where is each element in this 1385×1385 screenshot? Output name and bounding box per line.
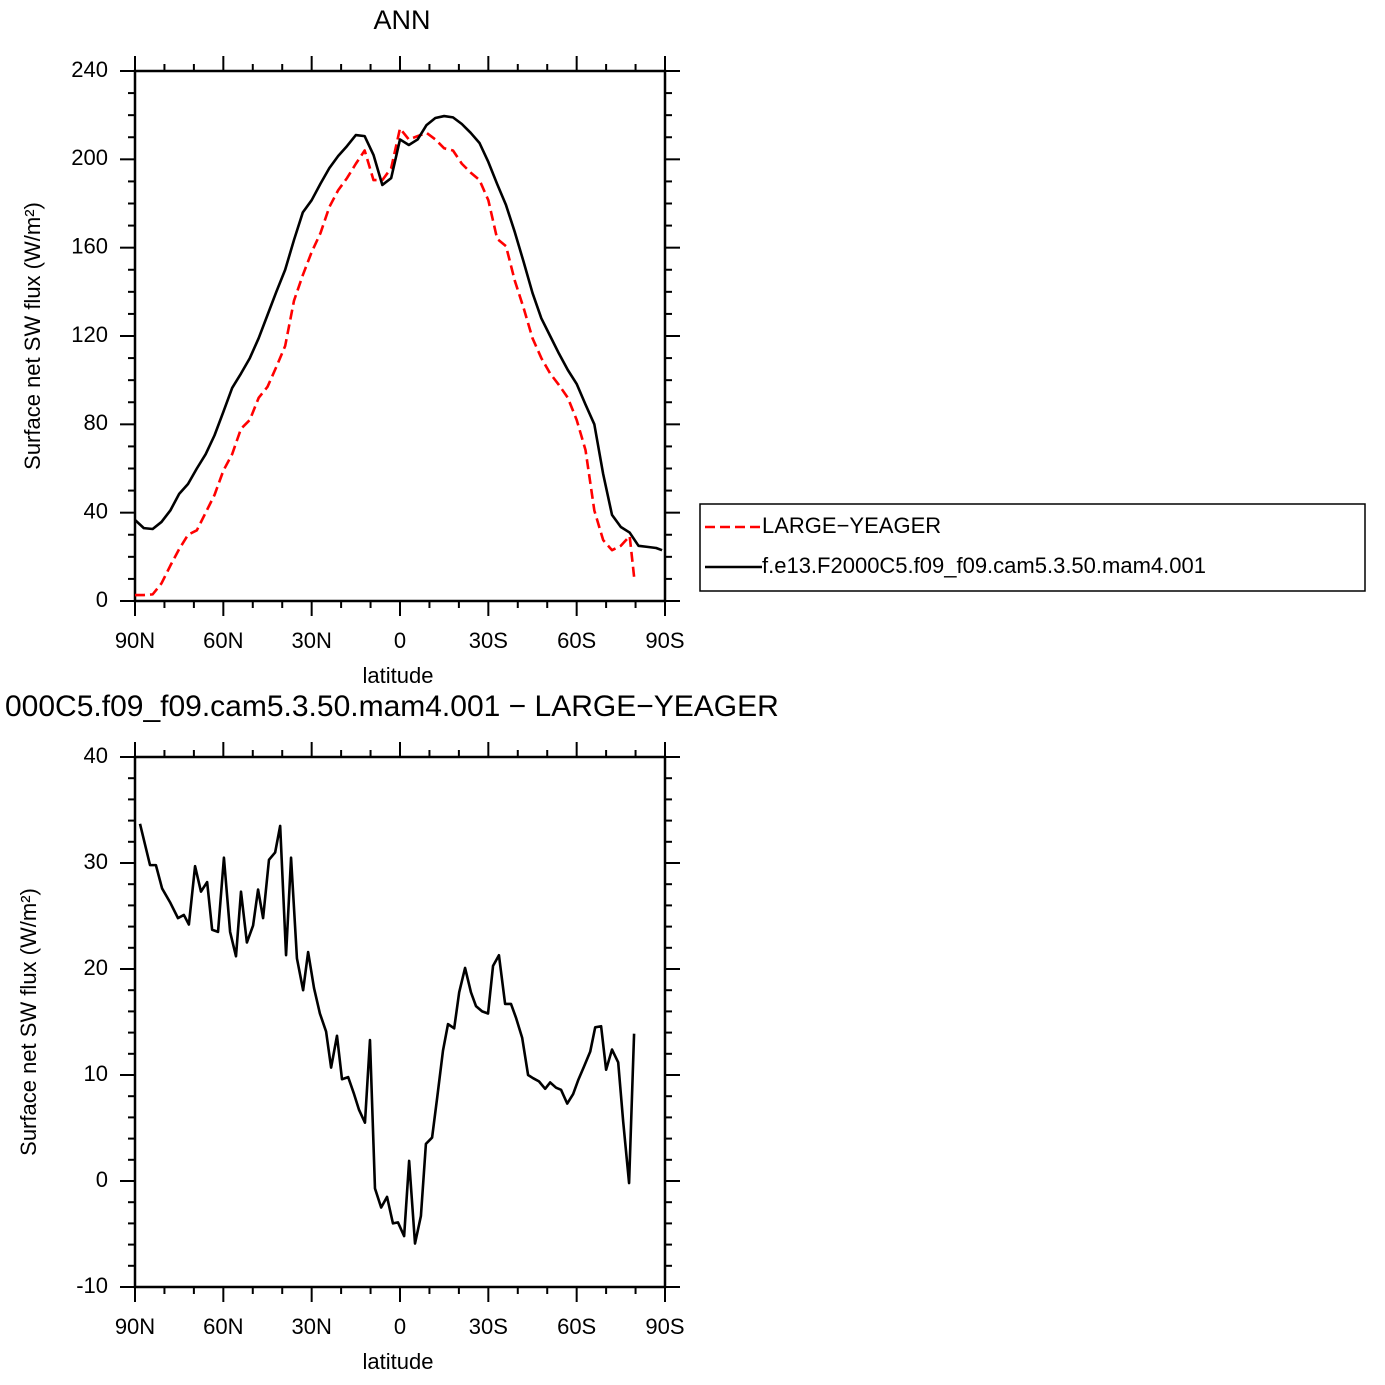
y-tick-label: 240 bbox=[71, 57, 108, 82]
y-tick-label: 20 bbox=[84, 955, 108, 980]
x-tick-label: 60S bbox=[557, 628, 596, 653]
plot-frame bbox=[133, 755, 667, 1289]
x-tick-label: 60S bbox=[557, 1314, 596, 1339]
y-tick-label: 80 bbox=[84, 410, 108, 435]
y-tick-label: 10 bbox=[84, 1061, 108, 1086]
legend-label: f.e13.F2000C5.f09_f09.cam5.3.50.mam4.001 bbox=[762, 553, 1206, 578]
data-line bbox=[138, 823, 636, 1245]
y-tick-label: 0 bbox=[96, 1167, 108, 1192]
y-tick-label: 40 bbox=[84, 498, 108, 523]
x-tick-label: 30S bbox=[469, 628, 508, 653]
x-tick-label: 0 bbox=[394, 1314, 406, 1339]
x-tick-label: 0 bbox=[394, 628, 406, 653]
x-tick-label: 60N bbox=[203, 1314, 243, 1339]
y-tick-label: 0 bbox=[96, 587, 108, 612]
x-tick-label: 30S bbox=[469, 1314, 508, 1339]
y-tick-label: 30 bbox=[84, 849, 108, 874]
chart-title: 000C5.f09_f09.cam5.3.50.mam4.001 − LARGE… bbox=[5, 690, 779, 723]
x-tick-label: 90N bbox=[115, 628, 155, 653]
data-line bbox=[135, 127, 636, 597]
y-axis-label: Surface net SW flux (W/m²) bbox=[16, 888, 41, 1156]
legend-box bbox=[699, 503, 1366, 592]
y-tick-label: 200 bbox=[71, 145, 108, 170]
x-axis-label: latitude bbox=[363, 1349, 434, 1374]
plot-frame bbox=[133, 69, 667, 603]
y-tick-label: 120 bbox=[71, 322, 108, 347]
chart-title: ANN bbox=[373, 5, 430, 35]
legend-label: LARGE−YEAGER bbox=[762, 513, 941, 538]
x-axis-label: latitude bbox=[363, 663, 434, 688]
x-tick-label: 90S bbox=[645, 1314, 684, 1339]
y-tick-label: 160 bbox=[71, 233, 108, 258]
y-axis-label: Surface net SW flux (W/m²) bbox=[20, 202, 45, 470]
x-tick-label: 30N bbox=[291, 1314, 331, 1339]
y-tick-label: -10 bbox=[76, 1273, 108, 1298]
x-tick-label: 60N bbox=[203, 628, 243, 653]
x-tick-label: 90S bbox=[645, 628, 684, 653]
x-tick-label: 30N bbox=[291, 628, 331, 653]
y-tick-label: 40 bbox=[84, 743, 108, 768]
data-line bbox=[134, 114, 663, 552]
x-tick-label: 90N bbox=[115, 1314, 155, 1339]
